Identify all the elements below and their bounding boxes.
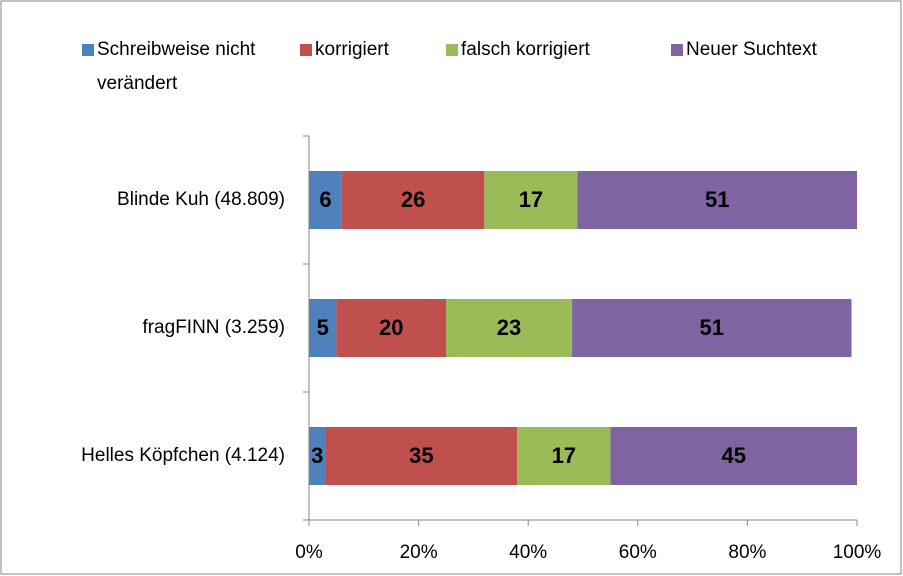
data-label: 26	[401, 187, 425, 212]
x-tick-label: 60%	[619, 542, 657, 563]
x-tick-label: 80%	[728, 542, 766, 563]
bar-segment	[341, 171, 485, 229]
data-label: 6	[319, 187, 331, 212]
bar-segment	[484, 171, 578, 229]
legend-swatch	[82, 44, 94, 56]
bar-segment	[572, 299, 852, 357]
x-tick-label: 20%	[400, 542, 438, 563]
bar-segment	[309, 171, 342, 229]
bar-segment	[577, 171, 857, 229]
bar-segment	[336, 299, 446, 357]
legend-swatch	[300, 44, 312, 56]
x-tick-label: 100%	[833, 542, 882, 563]
legend-label: Neuer Suchtext	[686, 39, 817, 60]
legend-label: korrigiert	[315, 39, 389, 60]
bar-segment	[610, 427, 857, 485]
data-label: 20	[379, 315, 403, 340]
legend-swatch	[671, 44, 683, 56]
data-label: 51	[700, 315, 724, 340]
legend-label: falsch korrigiert	[461, 39, 590, 60]
data-label: 23	[497, 315, 521, 340]
data-label: 51	[705, 187, 729, 212]
data-label: 45	[721, 443, 745, 468]
bar-segment	[309, 299, 337, 357]
bar-segment	[309, 427, 326, 485]
y-tick-label: fragFINN (3.259)	[142, 317, 285, 338]
legend-label: Schreibweise nicht verändert	[97, 39, 256, 94]
y-tick-label: Blinde Kuh (48.809)	[117, 189, 285, 210]
data-label: 17	[552, 443, 576, 468]
y-tick-label: Helles Köpfchen (4.124)	[81, 445, 285, 466]
data-label: 35	[409, 443, 433, 468]
data-label: 5	[317, 315, 329, 340]
x-tick-label: 0%	[295, 542, 323, 563]
bar-segment	[325, 427, 518, 485]
data-label: 3	[311, 443, 323, 468]
bar-segment	[446, 299, 573, 357]
bar-segment	[517, 427, 611, 485]
data-label: 17	[519, 187, 543, 212]
x-tick-label: 40%	[509, 542, 547, 563]
legend-swatch	[446, 44, 458, 56]
